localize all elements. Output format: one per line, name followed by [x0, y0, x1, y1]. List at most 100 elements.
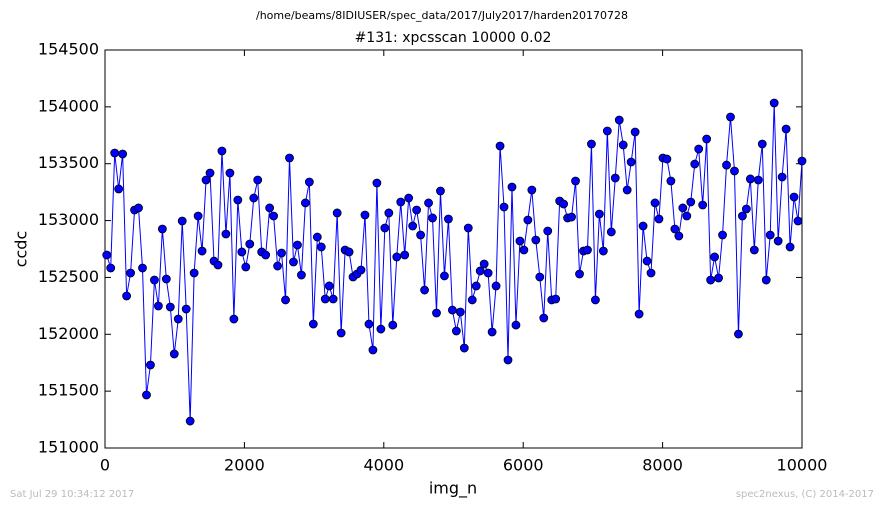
data-point [734, 329, 743, 339]
data-point [598, 246, 608, 256]
data-point [388, 320, 398, 330]
data-point [114, 184, 124, 194]
data-point [781, 124, 791, 134]
data-point [173, 314, 183, 324]
chart-title: #131: xpcsscan 10000 0.02 [355, 30, 552, 46]
data-point [785, 242, 795, 252]
data-point [698, 200, 708, 210]
data-point [138, 263, 147, 273]
data-point [126, 268, 135, 278]
data-point [686, 197, 696, 207]
data-point [793, 216, 803, 226]
data-point [384, 208, 394, 218]
data-point [316, 242, 326, 252]
data-point [142, 390, 151, 400]
y-tick-label: 151000 [38, 438, 99, 457]
data-point [205, 168, 215, 178]
x-tick-label: 2000 [224, 456, 265, 475]
data-point [197, 246, 207, 256]
data-point [702, 134, 712, 144]
data-point [753, 175, 763, 185]
data-point [221, 229, 231, 239]
data-point [193, 211, 203, 221]
data-point [606, 227, 616, 237]
data-point [499, 202, 509, 212]
data-point [324, 281, 334, 291]
data-point [634, 309, 644, 319]
data-point [463, 223, 473, 233]
data-point [308, 319, 318, 329]
data-point [412, 205, 422, 215]
data-point [738, 211, 747, 221]
data-point [745, 174, 755, 184]
data-point [646, 268, 656, 278]
data-point [269, 211, 279, 221]
data-point [575, 269, 584, 279]
y-tick-label: 153000 [38, 210, 99, 229]
data-point [527, 185, 537, 195]
data-point [765, 230, 775, 240]
data-point [479, 259, 489, 269]
data-point [483, 268, 493, 278]
data-point [773, 236, 783, 246]
data-point [245, 239, 255, 249]
data-point [356, 265, 366, 275]
data-point [213, 260, 223, 270]
y-tick-label: 154000 [38, 96, 99, 115]
x-tick-label: 8000 [642, 456, 683, 475]
data-point [710, 252, 719, 262]
data-point [444, 214, 453, 224]
data-point [789, 192, 799, 202]
data-point [297, 270, 306, 280]
data-point [106, 263, 116, 273]
data-point [146, 360, 155, 370]
data-point [253, 175, 263, 185]
y-tick-label: 152500 [38, 267, 99, 286]
data-point [722, 160, 731, 170]
y-tick-label: 151500 [38, 381, 99, 400]
data-point [312, 232, 322, 242]
suptitle: /home/beams/8IDIUSER/spec_data/2017/July… [256, 9, 628, 22]
data-point [408, 221, 418, 231]
data-point [102, 250, 112, 260]
data-point [118, 149, 128, 159]
data-point [110, 148, 120, 158]
y-tick-label: 153500 [38, 153, 99, 172]
x-tick-label: 4000 [363, 456, 404, 475]
data-point [261, 250, 271, 260]
data-point [551, 294, 561, 304]
data-point [749, 245, 759, 255]
plot-frame [104, 49, 803, 449]
data-point [539, 313, 549, 323]
data-point [344, 247, 354, 257]
data-point [714, 273, 723, 283]
data-point [543, 226, 553, 236]
data-point [416, 230, 426, 240]
data-point [153, 301, 163, 311]
data-point [157, 224, 167, 234]
data-point [400, 250, 410, 260]
data-point [694, 144, 704, 154]
data-point [277, 248, 286, 258]
data-point [797, 156, 807, 166]
data-point [519, 245, 529, 255]
data-point [165, 302, 175, 312]
data-point [122, 291, 132, 301]
data-point [777, 172, 787, 182]
data-point [523, 215, 533, 225]
data-point [642, 256, 652, 266]
data-point [706, 275, 716, 285]
footer-left: Sat Jul 29 10:34:12 2017 [10, 489, 134, 500]
data-point [273, 261, 282, 271]
data-point [511, 320, 521, 330]
data-point [217, 146, 227, 156]
data-point [626, 157, 636, 167]
data-point [718, 230, 727, 240]
data-point [376, 324, 386, 334]
data-point [567, 212, 576, 222]
data-point [559, 199, 569, 209]
data-point [169, 349, 179, 359]
data-point [495, 141, 505, 151]
data-point [440, 271, 449, 281]
